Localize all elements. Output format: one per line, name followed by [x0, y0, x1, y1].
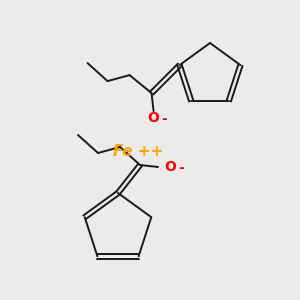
Text: O: O — [148, 111, 160, 125]
Text: -: - — [162, 112, 167, 126]
Text: O: O — [164, 160, 176, 174]
Text: Fe ++: Fe ++ — [113, 145, 163, 160]
Text: -: - — [178, 161, 184, 175]
